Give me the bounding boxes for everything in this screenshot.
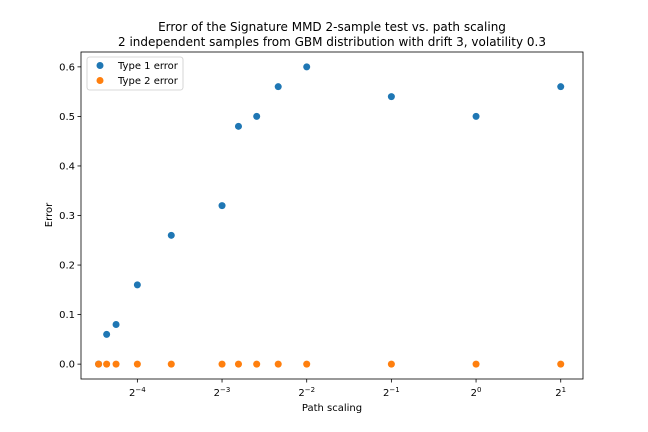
data-point-series1 xyxy=(274,83,282,91)
y-tick-label: 0.6 xyxy=(59,62,75,73)
data-point-series1 xyxy=(234,122,242,130)
data-point-series1 xyxy=(253,112,261,120)
chart-title: Error of the Signature MMD 2-sample test… xyxy=(158,20,506,34)
data-point-series2 xyxy=(112,360,120,368)
x-tick-label: 2−2 xyxy=(298,386,315,399)
y-axis-ticks: 0.0 0.1 0.2 0.3 0.4 0.5 0.6 xyxy=(59,62,81,371)
data-point-series2 xyxy=(133,360,141,368)
data-point-series2 xyxy=(218,360,226,368)
legend-label-type1: Type 1 error xyxy=(117,61,179,72)
legend-marker-type1 xyxy=(96,62,104,69)
legend-marker-type2 xyxy=(96,77,104,84)
data-point-series2 xyxy=(234,360,242,368)
data-point-series2 xyxy=(387,360,395,368)
y-axis-label: Error xyxy=(44,202,55,227)
chart-subtitle: 2 independent samples from GBM distribut… xyxy=(118,35,546,49)
data-point-series1 xyxy=(167,231,175,239)
x-tick-label: 20 xyxy=(471,386,482,399)
plot-area xyxy=(81,52,583,379)
data-point-series2 xyxy=(472,360,480,368)
data-point-series1 xyxy=(387,93,395,101)
data-point-series1 xyxy=(472,112,480,120)
y-tick-label: 0.2 xyxy=(59,261,75,272)
y-tick-label: 0.4 xyxy=(59,161,75,172)
x-tick-label: 2−1 xyxy=(383,386,400,399)
legend-box xyxy=(86,56,184,91)
data-point-series2 xyxy=(103,360,111,368)
data-point-series2 xyxy=(253,360,261,368)
data-point-series2 xyxy=(167,360,175,368)
x-tick-label: 2−3 xyxy=(214,386,231,399)
plot-frame xyxy=(80,51,584,380)
data-point-series2 xyxy=(557,360,565,368)
x-axis-ticks: 2−4 2−3 2−2 2−1 20 21 xyxy=(129,379,566,399)
y-tick-label: 0.5 xyxy=(59,112,75,123)
data-point-series2 xyxy=(274,360,282,368)
y-tick-label: 0.1 xyxy=(59,310,75,321)
data-points xyxy=(95,63,565,368)
legend-label-type2: Type 2 error xyxy=(117,76,179,87)
x-tick-label: 2−4 xyxy=(129,386,146,399)
data-point-series2 xyxy=(95,360,103,368)
y-tick-label: 0.3 xyxy=(59,211,75,222)
data-point-series1 xyxy=(103,330,111,338)
data-point-series1 xyxy=(557,83,565,91)
data-point-series1 xyxy=(218,202,226,210)
x-tick-label: 21 xyxy=(555,386,566,399)
data-point-series2 xyxy=(303,360,311,368)
data-point-series1 xyxy=(303,63,311,71)
x-axis-label: Path scaling xyxy=(302,403,362,414)
legend: Type 1 error Type 2 error xyxy=(86,56,184,91)
data-point-series1 xyxy=(133,281,141,289)
data-point-series1 xyxy=(112,321,120,328)
y-tick-label: 0.0 xyxy=(59,360,75,371)
